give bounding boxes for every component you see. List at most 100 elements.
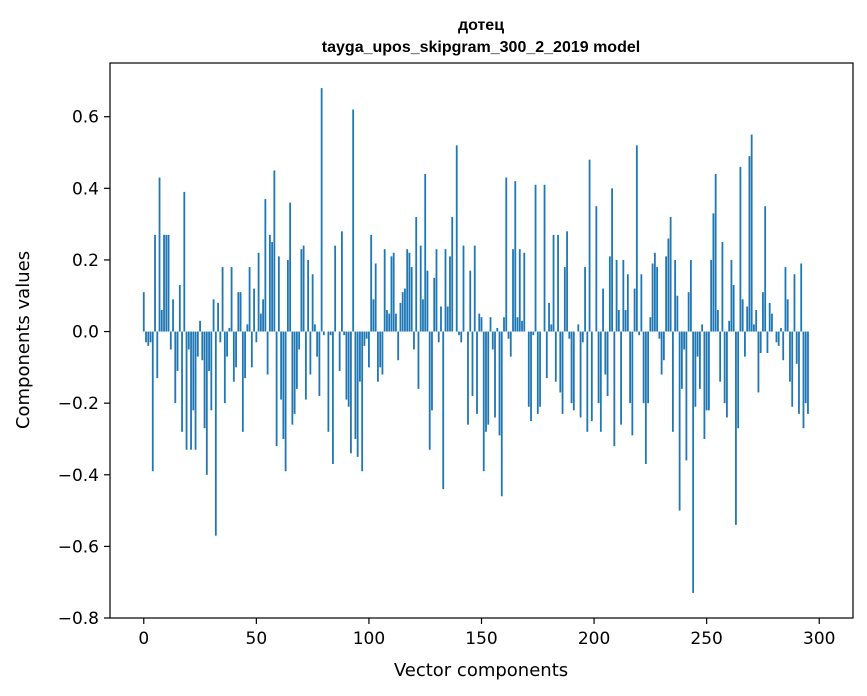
bar-119	[410, 267, 413, 332]
x-tick-label-0: 0	[138, 629, 149, 649]
bar-174	[534, 184, 537, 332]
x-tick-label-1: 50	[246, 629, 268, 649]
bar-110	[390, 256, 393, 332]
bar-96	[359, 331, 361, 382]
bar-199	[590, 331, 593, 422]
bar-124	[422, 299, 424, 332]
y-tick-label-7: 0.6	[72, 108, 99, 128]
bar-14	[174, 331, 177, 404]
bar-111	[392, 252, 395, 332]
bar-18	[183, 191, 186, 332]
bar-176	[539, 331, 541, 407]
bar-215	[626, 274, 629, 332]
bar-258	[723, 331, 726, 404]
bar-214	[624, 310, 627, 332]
bar-269	[748, 156, 751, 332]
bar-283	[780, 327, 782, 332]
bar-59	[275, 331, 278, 447]
bar-71	[302, 245, 305, 332]
bar-98	[363, 331, 366, 346]
x-tick-label-4: 200	[578, 629, 610, 649]
bar-193	[577, 324, 580, 332]
bar-166	[516, 317, 519, 332]
bar-204	[602, 288, 604, 332]
bar-292	[800, 263, 803, 332]
bar-50	[255, 331, 258, 343]
bar-206	[606, 331, 609, 396]
bar-172	[530, 331, 532, 422]
bar-88	[341, 231, 343, 332]
bar-80	[322, 331, 325, 336]
bar-257	[721, 242, 724, 332]
bar-131	[437, 331, 440, 343]
bar-185	[559, 331, 562, 393]
x-tick-label-2: 100	[353, 629, 385, 649]
bar-69	[298, 331, 301, 350]
bar-225	[649, 317, 652, 332]
bar-288	[791, 331, 794, 407]
bar-37	[226, 331, 228, 357]
bar-115	[401, 292, 404, 332]
bar-47	[248, 267, 251, 332]
bar-61	[280, 331, 283, 400]
bar-67	[293, 331, 296, 414]
bar-2	[147, 331, 150, 346]
bar-28	[205, 331, 208, 475]
y-axis-ticks: −0.8 −0.6 −0.4 −0.2 0.0 0.2 0.4 0.6	[58, 108, 110, 629]
bar-66	[291, 331, 294, 425]
bar-173	[532, 331, 535, 336]
bar-195	[581, 331, 584, 343]
bar-251	[708, 331, 710, 411]
bar-253	[712, 213, 715, 332]
bar-36	[223, 331, 226, 404]
bar-163	[509, 331, 512, 357]
bar-279	[771, 313, 773, 332]
bar-241	[685, 331, 688, 461]
bar-271	[753, 324, 755, 332]
bar-219	[635, 145, 638, 332]
x-tick-label-5: 250	[690, 629, 722, 649]
bar-62	[282, 331, 285, 439]
bar-239	[680, 331, 683, 389]
bar-128	[431, 331, 433, 411]
bar-205	[604, 331, 607, 375]
bar-151	[482, 331, 485, 472]
bar-108	[386, 310, 388, 332]
bar-90	[345, 331, 348, 400]
bar-64	[286, 259, 289, 332]
bar-24	[196, 331, 199, 357]
bar-155	[491, 331, 494, 350]
bar-70	[300, 249, 303, 332]
bar-265	[739, 166, 742, 332]
bar-277	[766, 331, 769, 354]
bar-191	[572, 331, 575, 411]
bar-159	[500, 331, 503, 497]
bar-29	[208, 331, 210, 371]
bar-112	[395, 313, 397, 332]
bar-224	[647, 331, 650, 404]
bar-146	[471, 331, 474, 396]
bar-82	[327, 331, 330, 432]
bar-233	[667, 238, 670, 332]
bar-8	[160, 310, 163, 332]
bar-268	[746, 306, 749, 332]
bar-249	[703, 331, 706, 439]
bar-187	[563, 267, 566, 332]
bar-294	[804, 331, 807, 404]
y-tick-label-0: −0.8	[58, 609, 99, 629]
bar-27	[203, 331, 206, 429]
bar-109	[388, 313, 391, 332]
bar-230	[660, 331, 663, 375]
bar-245	[694, 331, 697, 407]
bar-190	[570, 331, 573, 404]
bar-38	[228, 327, 231, 332]
bar-182	[552, 234, 555, 332]
bar-53	[262, 299, 264, 332]
bar-55	[266, 331, 269, 375]
bar-201	[595, 206, 598, 332]
bar-213	[622, 259, 625, 332]
bar-221	[640, 274, 643, 332]
bar-161	[505, 177, 508, 332]
bar-83	[329, 331, 332, 336]
bar-209	[613, 331, 616, 447]
